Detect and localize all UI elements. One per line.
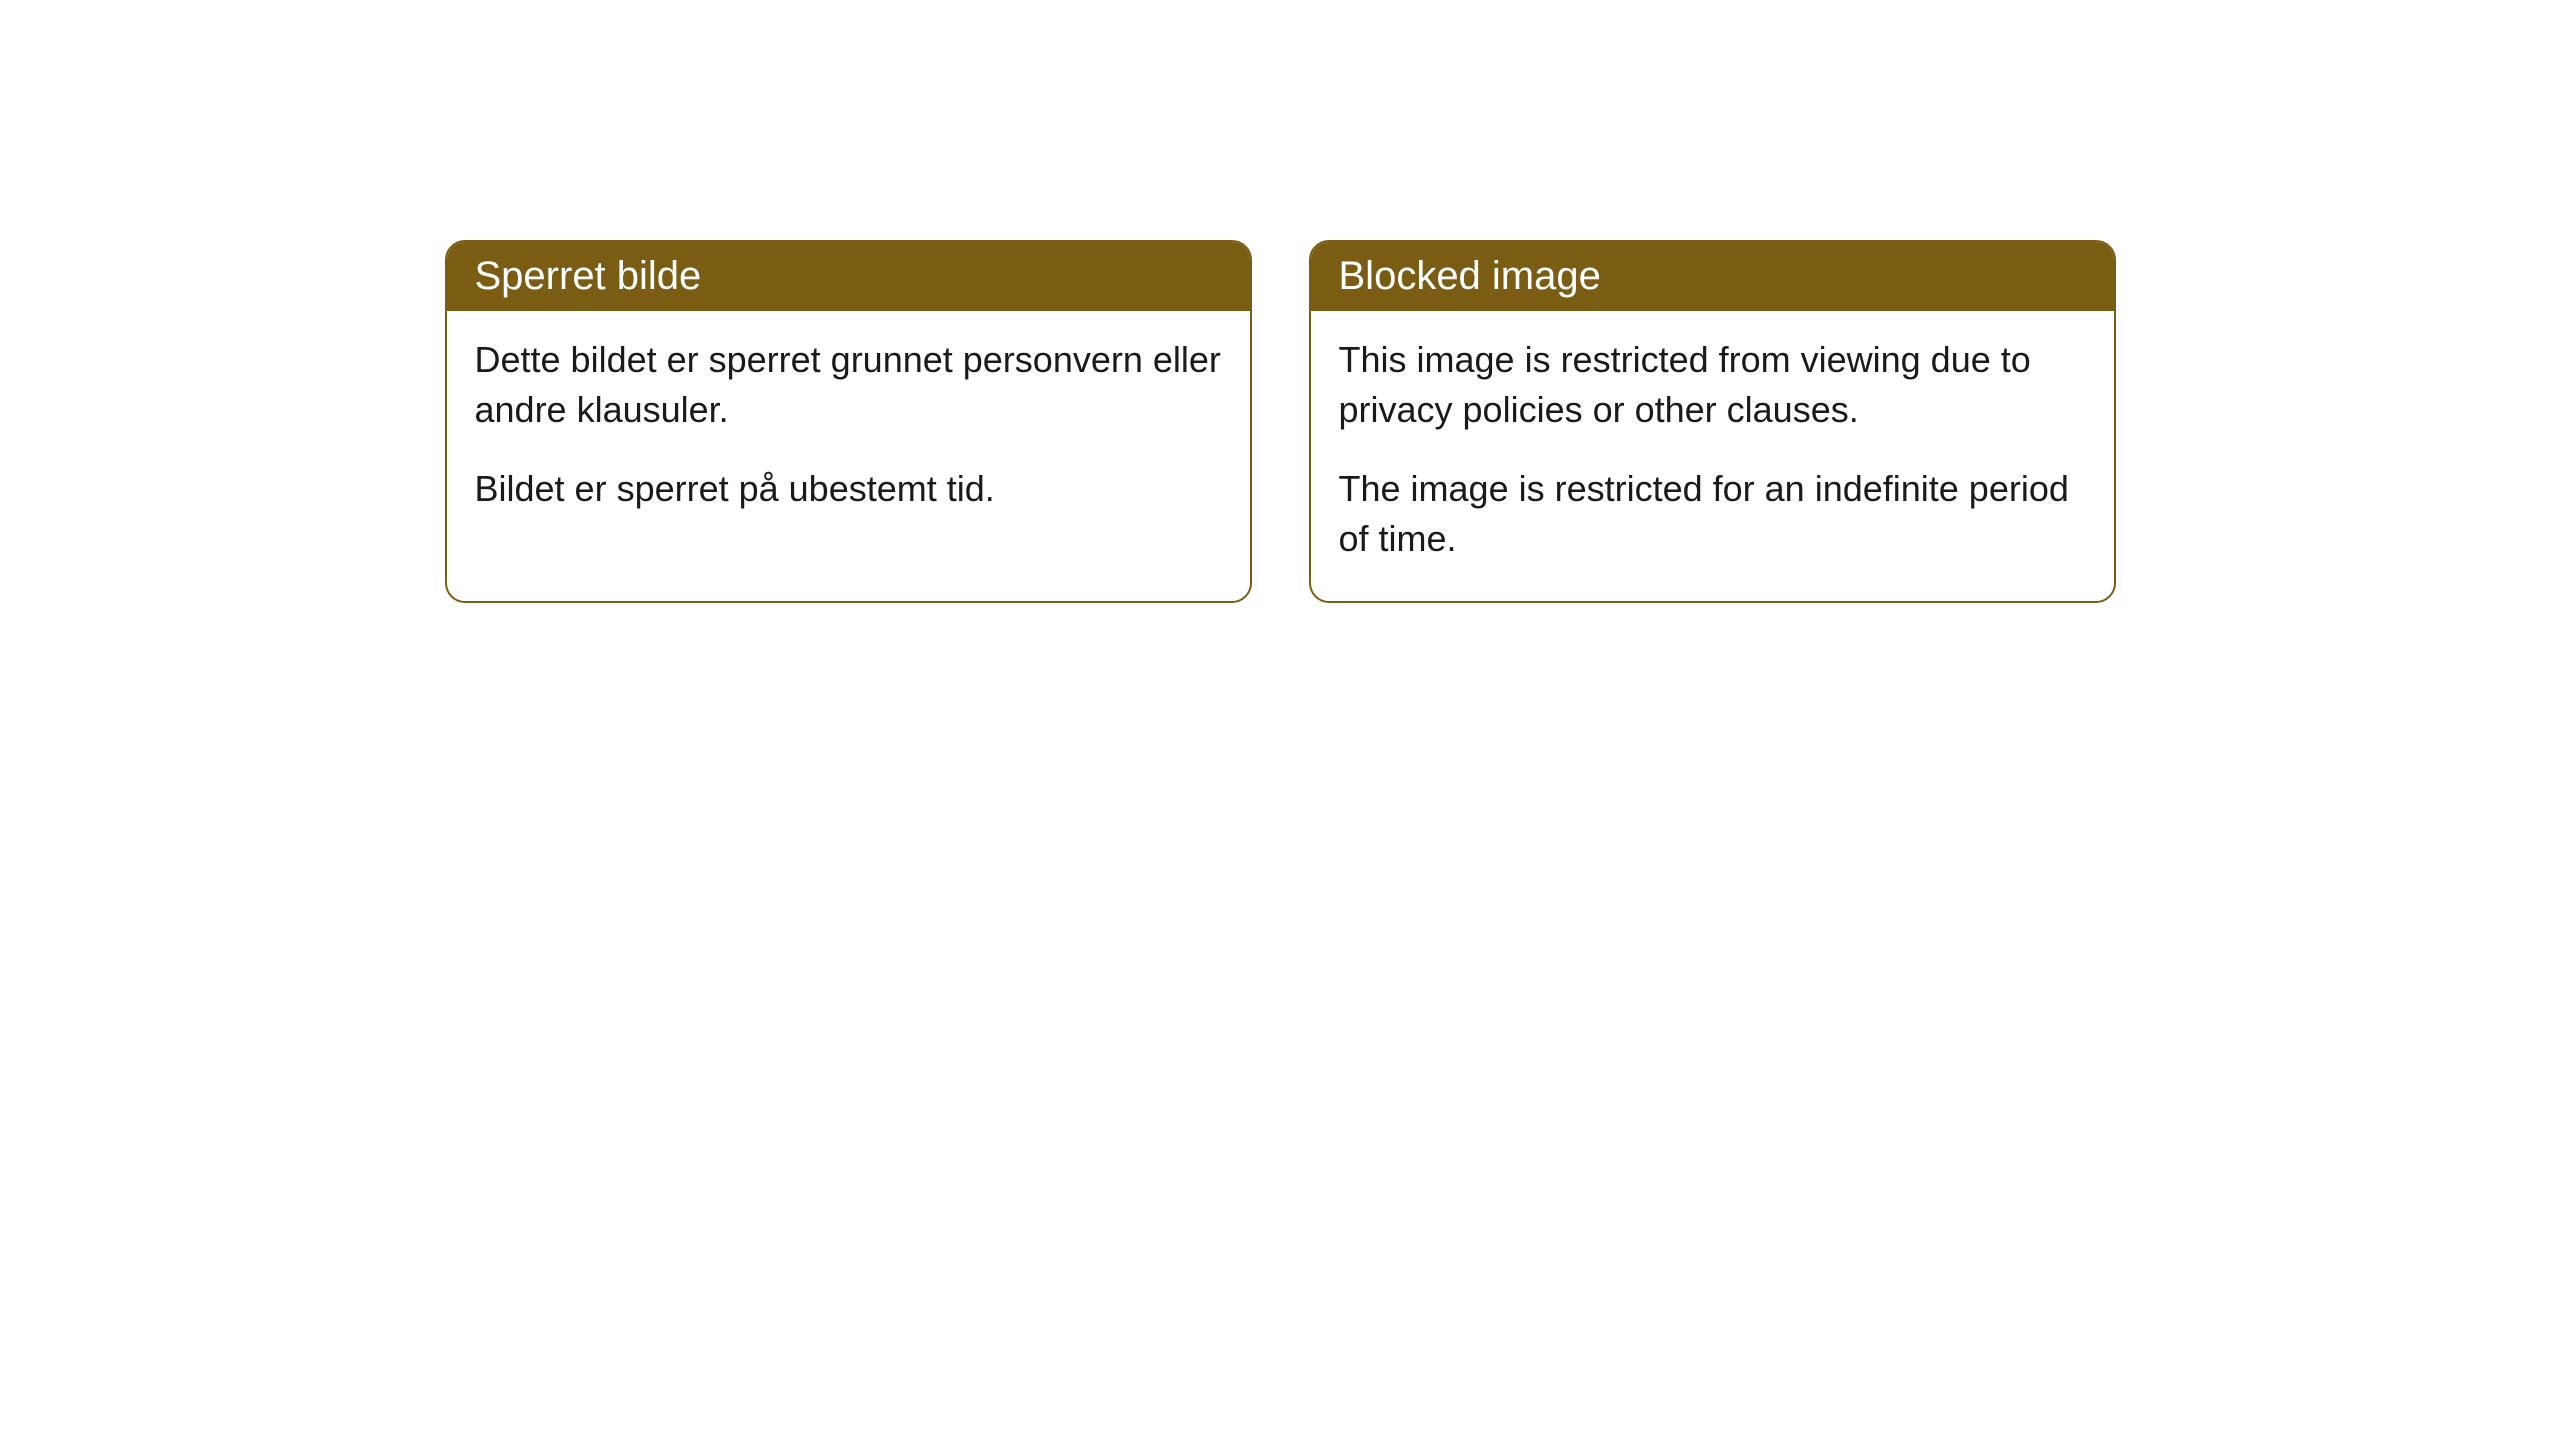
card-paragraph: Dette bildet er sperret grunnet personve…	[475, 335, 1222, 436]
card-body: This image is restricted from viewing du…	[1311, 311, 2114, 601]
card-paragraph: This image is restricted from viewing du…	[1339, 335, 2086, 436]
card-paragraph: The image is restricted for an indefinit…	[1339, 464, 2086, 565]
notice-container: Sperret bilde Dette bildet er sperret gr…	[0, 240, 2560, 603]
notice-card-english: Blocked image This image is restricted f…	[1309, 240, 2116, 603]
card-paragraph: Bildet er sperret på ubestemt tid.	[475, 464, 1222, 514]
notice-card-norwegian: Sperret bilde Dette bildet er sperret gr…	[445, 240, 1252, 603]
card-title: Blocked image	[1339, 254, 1601, 298]
card-header: Blocked image	[1311, 242, 2114, 311]
card-title: Sperret bilde	[475, 254, 702, 298]
card-body: Dette bildet er sperret grunnet personve…	[447, 311, 1250, 550]
card-header: Sperret bilde	[447, 242, 1250, 311]
